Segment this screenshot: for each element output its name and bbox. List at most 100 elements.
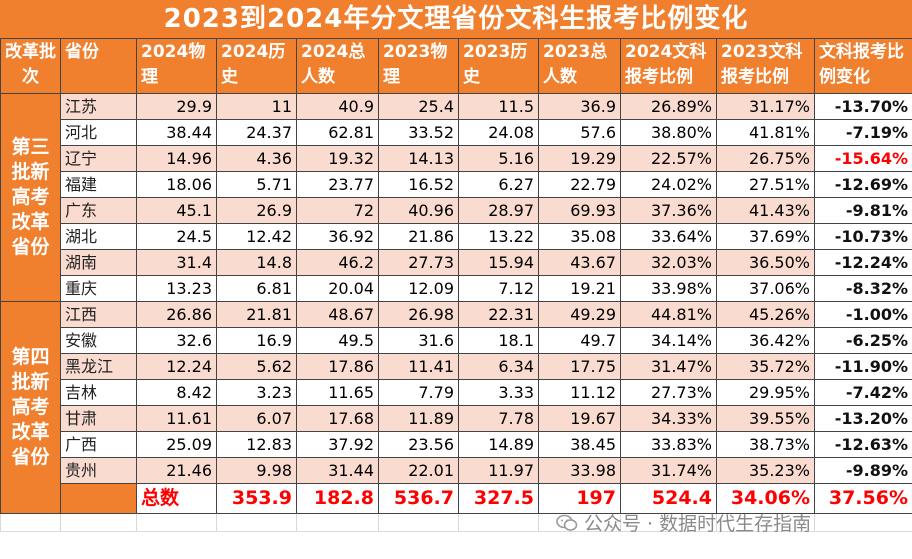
value-cell: 26.9 — [216, 197, 297, 224]
header-row: 改革批次 省份 2024物理 2024历史 2024总人数 2023物理 202… — [0, 38, 912, 94]
empty-row — [0, 513, 912, 532]
province-cell: 河北 — [60, 119, 137, 146]
value-cell: 17.86 — [296, 353, 379, 380]
value-cell: 5.62 — [216, 353, 297, 380]
value-cell: 25.09 — [136, 431, 217, 458]
value-cell: 34.14% — [620, 327, 717, 354]
province-cell: 福建 — [60, 171, 137, 198]
value-cell: 62.81 — [296, 119, 379, 146]
empty-cell — [216, 513, 297, 532]
total-batch-cell — [60, 483, 137, 514]
province-cell: 吉林 — [60, 379, 137, 406]
value-cell: 29.9 — [136, 93, 217, 120]
total-value-cell: 182.8 — [296, 483, 379, 514]
value-cell: 17.75 — [538, 353, 621, 380]
header-cell: 文科报考比例变化 — [814, 38, 912, 94]
value-cell: 33.64% — [620, 223, 717, 250]
value-cell: 22.31 — [458, 301, 539, 328]
value-cell: 15.94 — [458, 249, 539, 276]
value-cell: 22.57% — [620, 145, 717, 172]
value-cell: 9.98 — [216, 457, 297, 484]
value-cell: 35.08 — [538, 223, 621, 250]
value-cell: 44.81% — [620, 301, 717, 328]
total-value-cell: 197 — [538, 483, 621, 514]
value-cell: 36.42% — [716, 327, 815, 354]
province-cell: 江西 — [60, 301, 137, 328]
value-cell: 5.71 — [216, 171, 297, 198]
value-cell: 33.52 — [378, 119, 459, 146]
header-cell: 2023文科报考比例 — [716, 38, 815, 94]
table-row: 湖北 24.5 12.42 36.92 21.86 13.22 35.08 33.64% 37.… — [1, 223, 912, 250]
empty-cell — [458, 513, 539, 532]
header-cell: 2024物理 — [136, 38, 217, 94]
table-row: 重庆 13.23 6.81 20.04 12.09 7.12 19.21 33.98% 37.0… — [1, 275, 912, 302]
change-cell: -6.25% — [814, 327, 912, 354]
table-row: 贵州 21.46 9.98 31.44 22.01 11.97 33.98 31.74% 35.… — [1, 457, 912, 484]
value-cell: 12.24 — [136, 353, 217, 380]
empty-cell — [296, 513, 379, 532]
table-row: 广东 45.1 26.9 72 40.96 28.97 69.93 37.36% 41.43% -… — [1, 197, 912, 224]
total-row: 总数 353.9 182.8 536.7 327.5 197 524.4 34.06% 37.5… — [1, 483, 912, 514]
value-cell: 20.04 — [296, 275, 379, 302]
province-cell: 广西 — [60, 431, 137, 458]
table-row: 黑龙江 12.24 5.62 17.86 11.41 6.34 17.75 31.47% 35.… — [1, 353, 912, 380]
total-value-cell: 536.7 — [378, 483, 459, 514]
value-cell: 13.22 — [458, 223, 539, 250]
value-cell: 33.98 — [538, 457, 621, 484]
value-cell: 41.43% — [716, 197, 815, 224]
value-cell: 17.68 — [296, 405, 379, 432]
empty-cell — [716, 513, 815, 532]
data-table: 改革批次 省份 2024物理 2024历史 2024总人数 2023物理 202… — [0, 38, 912, 532]
value-cell: 36.9 — [538, 93, 621, 120]
value-cell: 3.23 — [216, 379, 297, 406]
value-cell: 31.74% — [620, 457, 717, 484]
value-cell: 23.77 — [296, 171, 379, 198]
total-value-cell: 37.56% — [814, 483, 912, 514]
province-cell: 黑龙江 — [60, 353, 137, 380]
change-cell: -12.24% — [814, 249, 912, 276]
value-cell: 21.86 — [378, 223, 459, 250]
value-cell: 11 — [216, 93, 297, 120]
header-cell: 改革批次 — [0, 38, 61, 94]
value-cell: 38.73% — [716, 431, 815, 458]
value-cell: 37.36% — [620, 197, 717, 224]
value-cell: 38.44 — [136, 119, 217, 146]
value-cell: 6.81 — [216, 275, 297, 302]
value-cell: 43.67 — [538, 249, 621, 276]
value-cell: 18.1 — [458, 327, 539, 354]
table-row: 安徽 32.6 16.9 49.5 31.6 18.1 49.7 34.14% 36.42% -6… — [1, 327, 912, 354]
value-cell: 12.42 — [216, 223, 297, 250]
value-cell: 40.9 — [296, 93, 379, 120]
value-cell: 48.67 — [296, 301, 379, 328]
value-cell: 72 — [296, 197, 379, 224]
value-cell: 34.33% — [620, 405, 717, 432]
value-cell: 14.96 — [136, 145, 217, 172]
value-cell: 39.55% — [716, 405, 815, 432]
change-cell: -9.81% — [814, 197, 912, 224]
value-cell: 3.33 — [458, 379, 539, 406]
value-cell: 24.02% — [620, 171, 717, 198]
value-cell: 14.13 — [378, 145, 459, 172]
header-cell: 2024历史 — [216, 38, 297, 94]
header-cell: 2023物理 — [378, 38, 459, 94]
table-title: 2023到2024年分文理省份文科生报考比例变化 — [0, 0, 912, 38]
change-cell: -7.19% — [814, 119, 912, 146]
change-cell: -9.89% — [814, 457, 912, 484]
watermark: 公众号 · 数据时代生存指南 — [556, 512, 906, 536]
value-cell: 27.51% — [716, 171, 815, 198]
value-cell: 35.72% — [716, 353, 815, 380]
value-cell: 14.89 — [458, 431, 539, 458]
value-cell: 5.16 — [458, 145, 539, 172]
total-value-cell: 524.4 — [620, 483, 717, 514]
value-cell: 26.89% — [620, 93, 717, 120]
empty-cell — [378, 513, 459, 532]
province-cell: 重庆 — [60, 275, 137, 302]
change-cell: -7.42% — [814, 379, 912, 406]
change-cell: -12.63% — [814, 431, 912, 458]
value-cell: 38.80% — [620, 119, 717, 146]
value-cell: 11.89 — [378, 405, 459, 432]
batch-cell: 第四批新高考改革省份 — [0, 301, 61, 514]
province-cell: 辽宁 — [60, 145, 137, 172]
total-value-cell: 327.5 — [458, 483, 539, 514]
